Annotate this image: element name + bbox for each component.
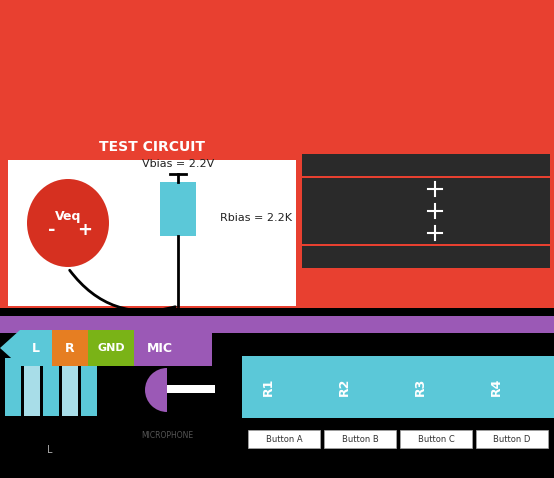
Text: L: L [32, 341, 40, 355]
FancyArrowPatch shape [70, 270, 175, 311]
Text: GND: GND [97, 343, 125, 353]
Bar [8, 134, 296, 160]
Bar [302, 200, 550, 222]
Bar [324, 430, 396, 448]
Bar [8, 144, 296, 306]
Bar [302, 222, 550, 244]
Bar [62, 358, 78, 416]
Text: Button D: Button D [493, 435, 531, 444]
Bar [5, 358, 21, 416]
Text: R2: R2 [337, 378, 351, 396]
Bar [0, 333, 554, 478]
Bar [302, 154, 550, 176]
Bar [0, 316, 554, 333]
Bar [242, 356, 554, 418]
Text: L: L [47, 445, 53, 455]
Bar [24, 358, 40, 416]
Wedge shape [145, 368, 167, 412]
Bar [302, 246, 550, 268]
Bar [43, 358, 59, 416]
Text: R3: R3 [413, 378, 427, 396]
Text: Button B: Button B [342, 435, 378, 444]
Text: R1: R1 [261, 378, 274, 396]
Bar [52, 330, 88, 366]
Text: Veq: Veq [55, 209, 81, 222]
Bar [160, 182, 196, 236]
Bar [134, 330, 212, 366]
Text: MICROPHONE: MICROPHONE [141, 432, 193, 441]
Bar [20, 330, 52, 366]
Text: R: R [65, 341, 75, 355]
Text: Button C: Button C [418, 435, 454, 444]
Text: R4: R4 [490, 378, 502, 396]
Text: +: + [78, 221, 93, 239]
Text: Rbias = 2.2K: Rbias = 2.2K [220, 213, 292, 223]
Polygon shape [0, 330, 20, 366]
Bar [88, 330, 134, 366]
Text: -: - [48, 221, 56, 239]
Ellipse shape [27, 179, 109, 267]
Bar [248, 430, 320, 448]
Text: Vbias = 2.2V: Vbias = 2.2V [142, 159, 214, 169]
Bar [302, 178, 550, 200]
Bar [81, 358, 97, 416]
Bar [167, 385, 215, 393]
Bar [400, 430, 472, 448]
Text: TEST CIRCUIT: TEST CIRCUIT [99, 140, 205, 154]
Bar [0, 0, 554, 310]
Text: Button A: Button A [266, 435, 302, 444]
Bar [476, 430, 548, 448]
Text: MIC: MIC [147, 341, 173, 355]
Bar [0, 308, 554, 318]
